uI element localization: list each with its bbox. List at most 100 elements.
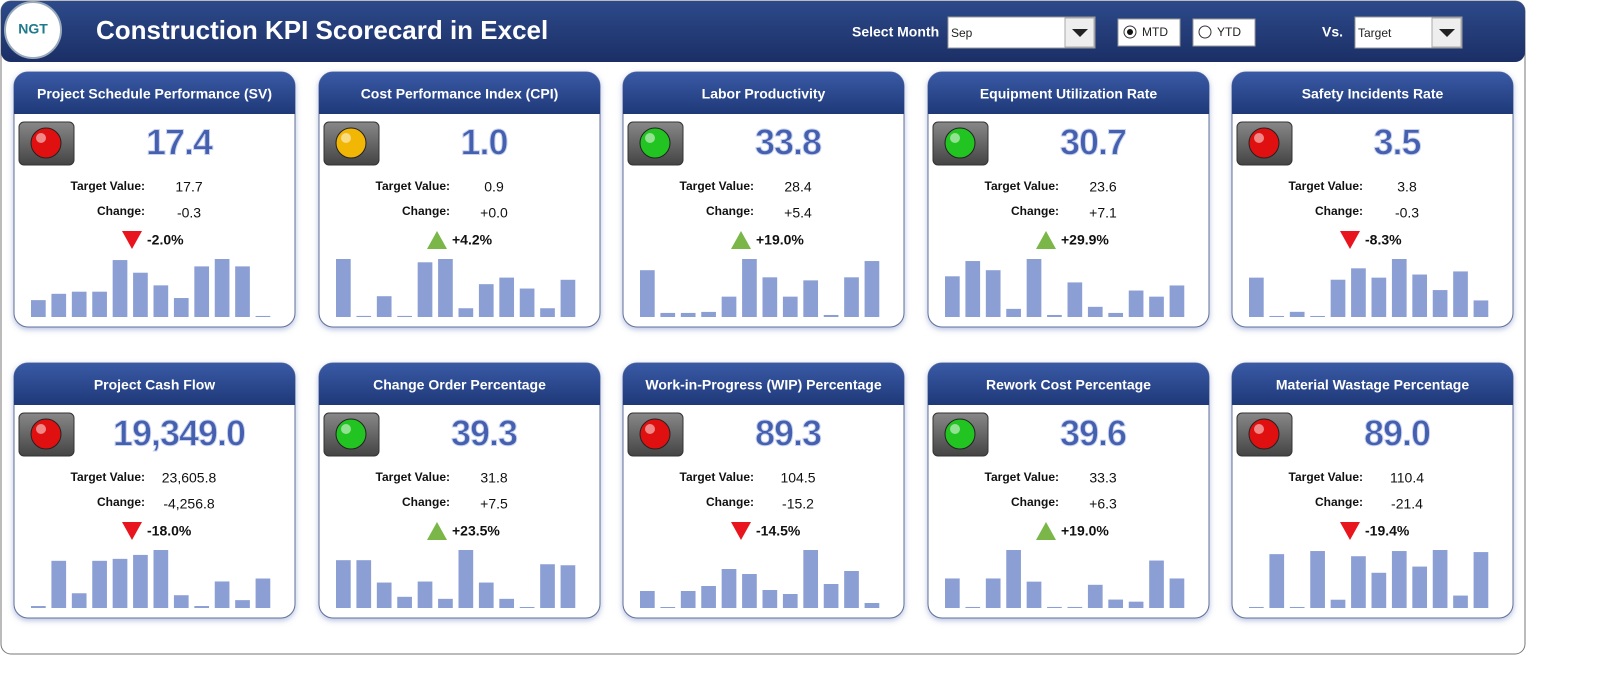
change-percent: -2.0% [147, 232, 184, 248]
spark-bar [397, 315, 412, 317]
spark-bar [1351, 268, 1366, 317]
change-percent: +19.0% [1061, 523, 1109, 539]
spark-bar [153, 550, 169, 608]
card-title: Rework Cost Percentage [986, 377, 1151, 393]
spark-bar [1269, 554, 1285, 608]
status-light [944, 127, 976, 159]
status-light-shine [1254, 424, 1264, 434]
spark-bar [255, 315, 271, 317]
card-header [14, 363, 295, 405]
trend-arrow [731, 231, 751, 249]
trend-arrow [122, 231, 142, 249]
status-light-shine [645, 133, 655, 143]
trend-arrow [1036, 522, 1056, 540]
radio-option[interactable]: MTD [1117, 18, 1181, 47]
spark-bar [721, 569, 737, 608]
kpi-value: 89.3 [755, 413, 821, 454]
spark-bar [742, 574, 757, 608]
trend-arrow [1340, 231, 1360, 249]
status-light [1248, 127, 1280, 159]
spark-bar [823, 314, 839, 317]
spark-bar [1391, 551, 1407, 608]
spark-bar [1351, 556, 1366, 608]
card-header [319, 363, 600, 405]
month-dropdown[interactable]: Sep [947, 16, 1096, 49]
trend-arrow [1036, 231, 1056, 249]
kpi-card: Material Wastage Percentage 89.0 Target Va… [1231, 362, 1514, 619]
spark-bar [1026, 259, 1042, 317]
target-label: Target Value: [680, 470, 754, 484]
change-label: Change: [1011, 495, 1059, 509]
spark-bar [560, 565, 576, 608]
change-percent: +29.9% [1061, 232, 1109, 248]
trend-arrow [427, 231, 447, 249]
spark-bar [112, 260, 128, 317]
spark-bar [680, 312, 696, 317]
change-percent: -18.0% [147, 523, 192, 539]
card-title: Project Schedule Performance (SV) [37, 86, 272, 102]
trend-arrow [1340, 522, 1360, 540]
change-value: +7.1 [1089, 205, 1117, 221]
spark-bar [844, 571, 859, 608]
spark-bar [112, 558, 128, 608]
change-value: -0.3 [1395, 205, 1419, 221]
spark-bar [1169, 285, 1185, 317]
spark-bar [660, 312, 676, 317]
spark-bar [1432, 550, 1448, 608]
kpi-value: 3.5 [1373, 122, 1421, 163]
card-title: Equipment Utilization Rate [980, 86, 1158, 102]
status-light-shine [645, 424, 655, 434]
card-title: Work-in-Progress (WIP) Percentage [645, 377, 881, 393]
kpi-card: Equipment Utilization Rate 30.7 Target Val… [927, 71, 1210, 328]
spark-bar [214, 259, 230, 317]
spark-bar [1289, 606, 1305, 608]
spark-bar [438, 259, 453, 317]
spark-bar [1473, 552, 1489, 608]
spark-bar [823, 584, 839, 608]
spark-bar [1108, 312, 1124, 317]
trend-arrow [122, 522, 142, 540]
change-label: Change: [1011, 204, 1059, 218]
spark-bar [782, 296, 798, 317]
spark-bar [1432, 290, 1448, 317]
spark-bar [762, 590, 778, 608]
spark-bar [519, 288, 535, 317]
target-label: Target Value: [376, 179, 450, 193]
spark-bar [1330, 599, 1346, 608]
spark-bar [742, 259, 757, 317]
spark-bar [1026, 581, 1042, 608]
spark-bar [336, 560, 351, 608]
vs-dropdown[interactable]: Target [1354, 16, 1463, 49]
status-light [30, 418, 62, 450]
status-light-shine [950, 133, 960, 143]
target-label: Target Value: [71, 470, 145, 484]
change-value: -0.3 [177, 205, 201, 221]
target-label: Target Value: [1289, 179, 1363, 193]
spark-bar [478, 284, 494, 317]
spark-bar [1330, 279, 1346, 317]
spark-bar [1473, 300, 1489, 317]
spark-bar [965, 606, 981, 608]
kpi-value: 33.8 [755, 122, 821, 163]
spark-bar [782, 594, 798, 608]
spark-bar [71, 593, 87, 608]
change-value: -21.4 [1391, 496, 1423, 512]
title: Construction KPI Scorecard in Excel [96, 15, 548, 45]
spark-bar [499, 277, 515, 317]
spark-bar [1269, 315, 1285, 317]
spark-bar [458, 550, 474, 608]
card-header [623, 363, 904, 405]
card-header [928, 363, 1209, 405]
spark-bar [478, 582, 494, 608]
spark-bar [701, 311, 716, 317]
kpi-card: Safety Incidents Rate 3.5 Target Value: 3.8… [1231, 71, 1514, 328]
radio-circle[interactable] [1198, 25, 1212, 39]
spark-bar [356, 315, 372, 317]
radio-option[interactable]: YTD [1192, 18, 1256, 47]
change-value: +6.3 [1089, 496, 1117, 512]
change-percent: -8.3% [1365, 232, 1402, 248]
kpi-value: 39.3 [451, 413, 517, 454]
status-light [1248, 418, 1280, 450]
spark-bar [1249, 606, 1264, 608]
spark-bar [194, 606, 210, 608]
